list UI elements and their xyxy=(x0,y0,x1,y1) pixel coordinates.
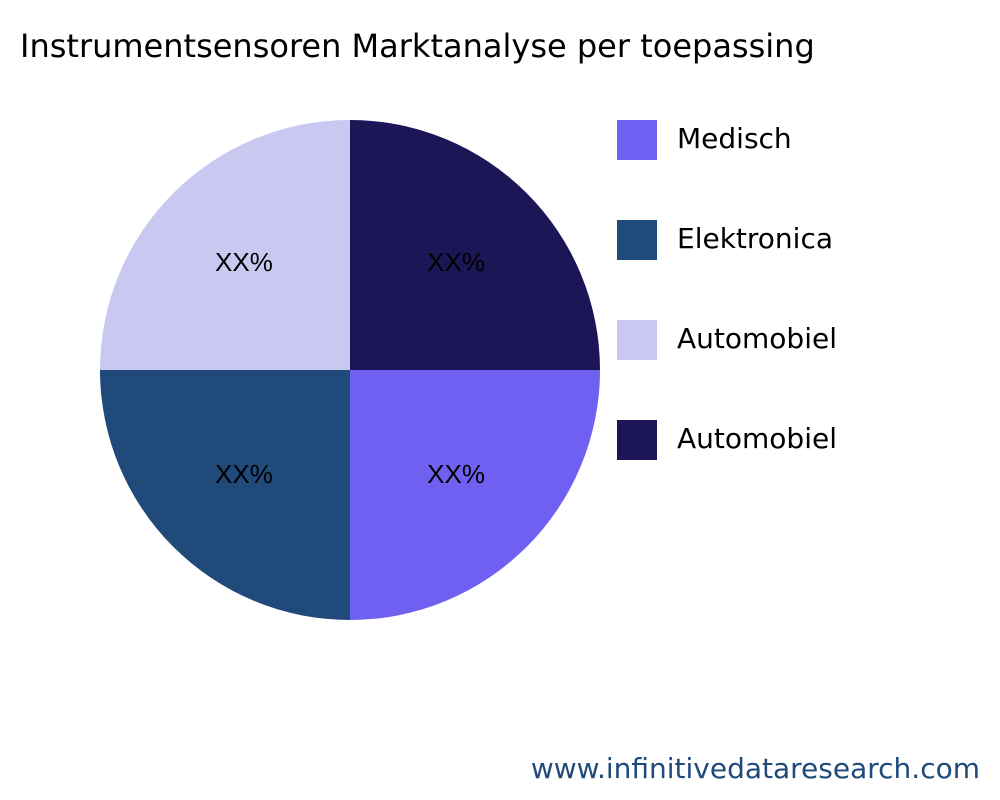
slice-label: XX% xyxy=(215,459,273,489)
legend-label: Elektronica xyxy=(677,222,833,255)
slice-label: XX% xyxy=(427,459,485,489)
watermark: www.infinitivedataresearch.com xyxy=(531,752,980,785)
pie-slice xyxy=(350,120,600,370)
legend-label: Automobiel xyxy=(677,322,837,355)
slice-label: XX% xyxy=(427,247,485,277)
legend-swatch xyxy=(617,420,657,460)
legend-label: Medisch xyxy=(677,122,792,155)
pie-slice xyxy=(350,370,600,620)
legend-label: Automobiel xyxy=(677,422,837,455)
slice-label: XX% xyxy=(215,247,273,277)
pie-slice xyxy=(100,120,350,370)
legend-swatch xyxy=(617,120,657,160)
pie-slice xyxy=(100,370,350,620)
chart-title: Instrumentsensoren Marktanalyse per toep… xyxy=(20,27,815,65)
legend-swatch xyxy=(617,220,657,260)
legend-swatch xyxy=(617,320,657,360)
